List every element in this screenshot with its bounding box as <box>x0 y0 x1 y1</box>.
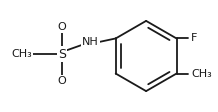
Text: NH: NH <box>82 37 99 47</box>
Text: O: O <box>58 76 67 86</box>
Text: CH₃: CH₃ <box>191 69 212 79</box>
Text: CH₃: CH₃ <box>11 49 32 59</box>
Text: O: O <box>58 22 67 32</box>
Text: F: F <box>191 33 198 43</box>
Text: S: S <box>58 48 66 61</box>
